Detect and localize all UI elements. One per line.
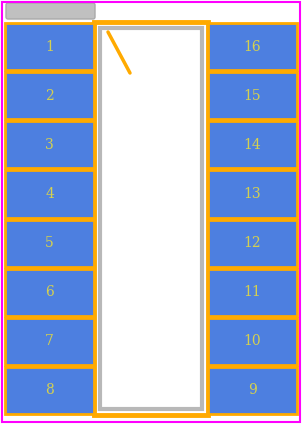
Bar [5,269,94,316]
Text: 3: 3 [45,138,54,152]
Text: 11: 11 [244,285,261,299]
Bar [208,121,297,168]
Text: 1: 1 [45,39,54,53]
Bar [208,72,297,119]
Bar [5,121,94,168]
Text: 2: 2 [45,89,54,103]
FancyBboxPatch shape [6,3,95,19]
Bar [5,170,94,218]
Bar [208,318,297,365]
Text: 4: 4 [45,187,54,201]
Text: 5: 5 [45,236,54,250]
Text: 9: 9 [248,383,257,397]
Text: 14: 14 [244,138,261,152]
Bar [208,23,297,70]
Text: 7: 7 [45,334,54,348]
Bar [5,220,94,267]
Bar [5,367,94,414]
Bar [100,28,202,409]
Text: 10: 10 [244,334,261,348]
Text: 16: 16 [244,39,261,53]
Bar [94,22,208,415]
Text: 6: 6 [45,285,54,299]
Text: 12: 12 [244,236,261,250]
Bar [208,367,297,414]
Text: 15: 15 [244,89,261,103]
Bar [208,220,297,267]
Text: 8: 8 [45,383,54,397]
Bar [208,269,297,316]
Bar [5,72,94,119]
Bar [208,170,297,218]
Bar [5,23,94,70]
Bar [5,318,94,365]
Text: 13: 13 [244,187,261,201]
